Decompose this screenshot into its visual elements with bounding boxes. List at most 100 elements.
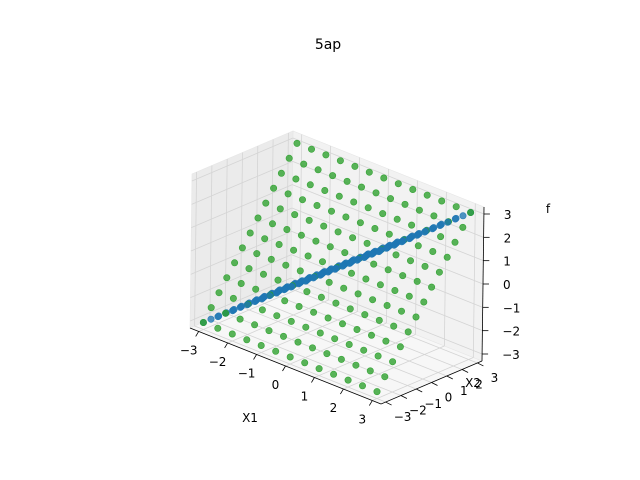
scatter-point <box>339 262 347 270</box>
scatter-point <box>262 199 270 207</box>
scatter-point <box>229 307 237 315</box>
scatter-point <box>276 205 284 213</box>
z-gridline-left <box>191 184 293 229</box>
scatter-point <box>294 338 302 346</box>
x-tick-label: 2 <box>330 401 338 415</box>
scatter-point <box>353 325 361 333</box>
z-tick-label: 0 <box>503 278 511 292</box>
scatter-point <box>275 241 283 249</box>
x-tick-label: 0 <box>272 378 280 392</box>
scatter-point <box>444 218 452 226</box>
scatter-point <box>331 335 339 343</box>
y-gridline-floor <box>255 299 447 377</box>
scatter-point <box>375 248 383 256</box>
y-axis-label: X2 <box>465 376 481 390</box>
scatter-point <box>350 198 358 206</box>
scatter-point <box>272 347 280 355</box>
scatter-point <box>323 350 331 358</box>
scatter-point <box>223 274 231 282</box>
tick-marks <box>195 213 490 406</box>
scatter-point <box>406 257 414 265</box>
scatter-point <box>340 284 348 292</box>
scatter-point <box>413 277 421 285</box>
scatter-point <box>245 265 253 273</box>
y-tick <box>400 395 408 399</box>
scatter-point <box>324 314 332 322</box>
scatter-points <box>199 139 475 396</box>
scatter-point <box>430 212 438 220</box>
scatter-point <box>338 320 346 328</box>
scatter-point <box>392 251 400 259</box>
scatter-point <box>375 316 383 324</box>
scatter-point <box>372 189 380 197</box>
y-gridline-floor <box>209 319 402 396</box>
scatter-point <box>277 169 285 177</box>
scatter-point <box>413 231 421 239</box>
scatter-point <box>341 249 349 257</box>
y-gridline-floor <box>270 293 463 370</box>
scatter-point <box>438 197 446 205</box>
scatter-point <box>313 202 321 210</box>
scatter-point <box>268 220 276 228</box>
scatter-point <box>349 234 357 242</box>
scatter-point <box>287 317 295 325</box>
y-tick-label: 0 <box>445 391 453 405</box>
x-tick-label: −3 <box>180 344 198 358</box>
x-tick <box>282 365 286 372</box>
scatter-point <box>428 225 436 233</box>
y-tick <box>461 369 469 373</box>
scatter-point <box>357 183 365 191</box>
z-tick-label: −1 <box>503 301 521 315</box>
chart-title: 5ap <box>315 37 341 53</box>
scatter-point <box>231 259 239 267</box>
scatter-point <box>436 222 444 230</box>
scatter-point <box>199 318 207 326</box>
scatter-point <box>358 382 366 390</box>
scatter-point <box>459 223 467 231</box>
scatter-point <box>391 286 399 294</box>
scatter-point <box>360 346 368 354</box>
z-gridline-back <box>292 184 484 262</box>
scatter-point <box>267 255 275 263</box>
x-tick <box>311 377 315 383</box>
scatter-point <box>408 221 416 229</box>
scatter-point <box>312 237 320 245</box>
scatter-point <box>371 225 379 233</box>
scatter-point <box>261 235 269 243</box>
scatter-point <box>287 283 295 291</box>
scatter-point <box>412 313 420 321</box>
y-tick <box>431 382 438 386</box>
scatter-point <box>296 267 304 275</box>
scatter-point <box>364 204 372 212</box>
scatter-point <box>451 215 459 223</box>
scatter-point <box>257 341 265 349</box>
scatter-point <box>324 268 332 276</box>
scatter-point <box>354 290 362 298</box>
scatter-point <box>246 229 254 237</box>
scatter-point <box>321 187 329 195</box>
scatter-point <box>428 283 436 291</box>
scatter-point <box>389 358 397 366</box>
scatter-point <box>303 288 311 296</box>
scatter-point <box>280 286 288 294</box>
scatter-point <box>382 337 390 345</box>
scatter-point <box>243 336 251 344</box>
scatter-point <box>298 196 306 204</box>
z-gridline-left <box>189 277 292 322</box>
scatter-point <box>382 244 390 252</box>
scatter-point <box>252 285 260 293</box>
z-gridline-left <box>190 207 293 252</box>
scatter-point <box>290 246 298 254</box>
scatter-point <box>273 312 281 320</box>
x-tick <box>224 342 228 349</box>
scatter-point <box>361 311 369 319</box>
y-gridline-floor <box>286 286 478 364</box>
scatter-point <box>401 200 409 208</box>
scatter-point <box>405 235 413 243</box>
scatter-point <box>467 209 475 217</box>
y-tick-label: 1 <box>460 384 468 398</box>
scatter-point <box>329 172 337 180</box>
x-tick-label: 1 <box>301 390 309 404</box>
